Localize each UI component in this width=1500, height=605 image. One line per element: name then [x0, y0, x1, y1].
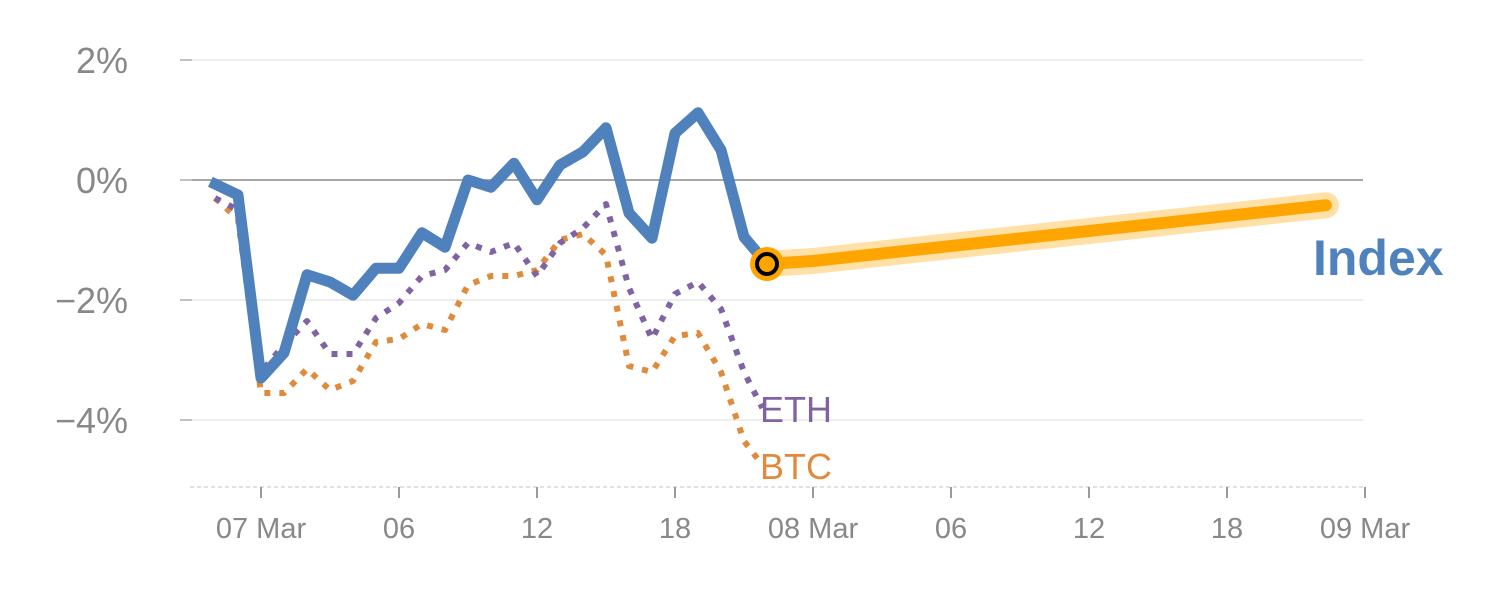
- series-labels: Index ETH BTC: [760, 230, 1444, 487]
- series-layer: [208, 107, 1339, 467]
- x-tick-label: 12: [1073, 513, 1105, 545]
- axes: 2% 0% −2% −4% 07 Mar 06 12 18 08 Mar 06 12 18 09 Mar: [55, 40, 1411, 545]
- y-tick-label: −2%: [55, 280, 128, 321]
- x-tick-label: 08 Mar: [768, 513, 859, 545]
- y-tick-label: 2%: [76, 40, 128, 81]
- series-label-index: Index: [1313, 230, 1444, 286]
- x-tick-label: 18: [659, 513, 691, 545]
- x-tick-label: 06: [935, 513, 967, 545]
- series-line-eth: [213, 195, 766, 410]
- y-tick-label: −4%: [55, 400, 128, 441]
- current-value-marker-ring: [755, 252, 779, 276]
- x-tick-label: 18: [1211, 513, 1243, 545]
- series-label-btc: BTC: [760, 446, 832, 487]
- x-tick-label: 12: [521, 513, 553, 545]
- x-tick-label: 06: [383, 513, 415, 545]
- series-line-index: [208, 107, 772, 384]
- y-tick-label: 0%: [76, 160, 128, 201]
- series-label-eth: ETH: [760, 389, 832, 430]
- x-tick-label: 09 Mar: [1320, 513, 1411, 545]
- x-tick-label: 07 Mar: [216, 513, 307, 545]
- series-line-index-projection: [761, 199, 1332, 270]
- gridlines: [192, 59, 1363, 421]
- series-line-btc: [212, 195, 765, 467]
